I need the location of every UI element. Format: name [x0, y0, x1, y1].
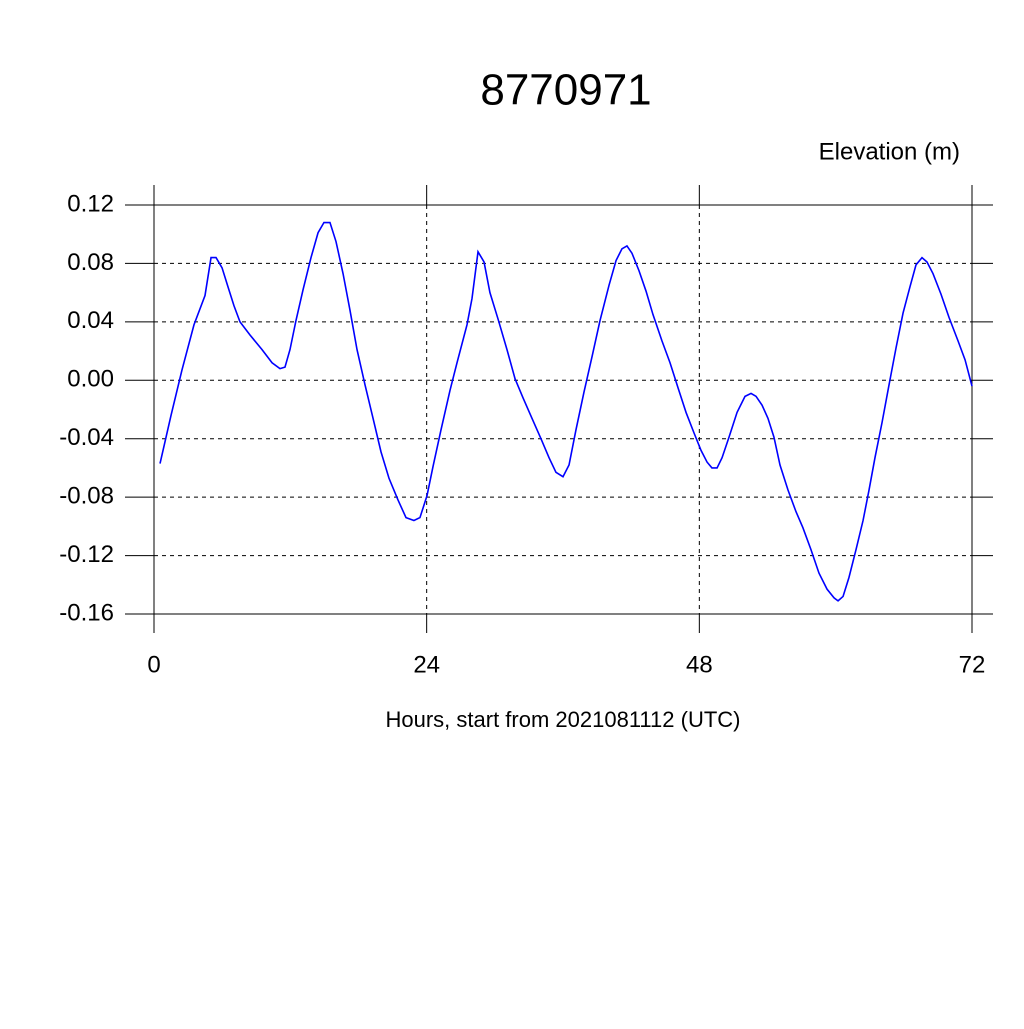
y-tick-label: 0.12	[67, 190, 114, 217]
chart-title: 8770971	[480, 66, 651, 115]
y-tick-label: 0.04	[67, 307, 114, 334]
x-tick-label: 24	[413, 651, 440, 678]
x-axis-label: Hours, start from 2021081112 (UTC)	[386, 707, 741, 732]
y-tick-label: 0.08	[67, 249, 114, 276]
y-tick-label: -0.08	[59, 482, 114, 509]
x-tick-label: 0	[147, 651, 160, 678]
y-tick-label: -0.12	[59, 541, 114, 568]
data-line	[159, 221, 973, 602]
y-tick-label: 0.00	[67, 366, 114, 393]
y-tick-label: -0.16	[59, 599, 114, 626]
x-tick-label: 72	[959, 651, 986, 678]
x-tick-label: 48	[686, 651, 713, 678]
y-axis-label: Elevation (m)	[819, 138, 960, 165]
y-tick-label: -0.04	[59, 424, 114, 451]
